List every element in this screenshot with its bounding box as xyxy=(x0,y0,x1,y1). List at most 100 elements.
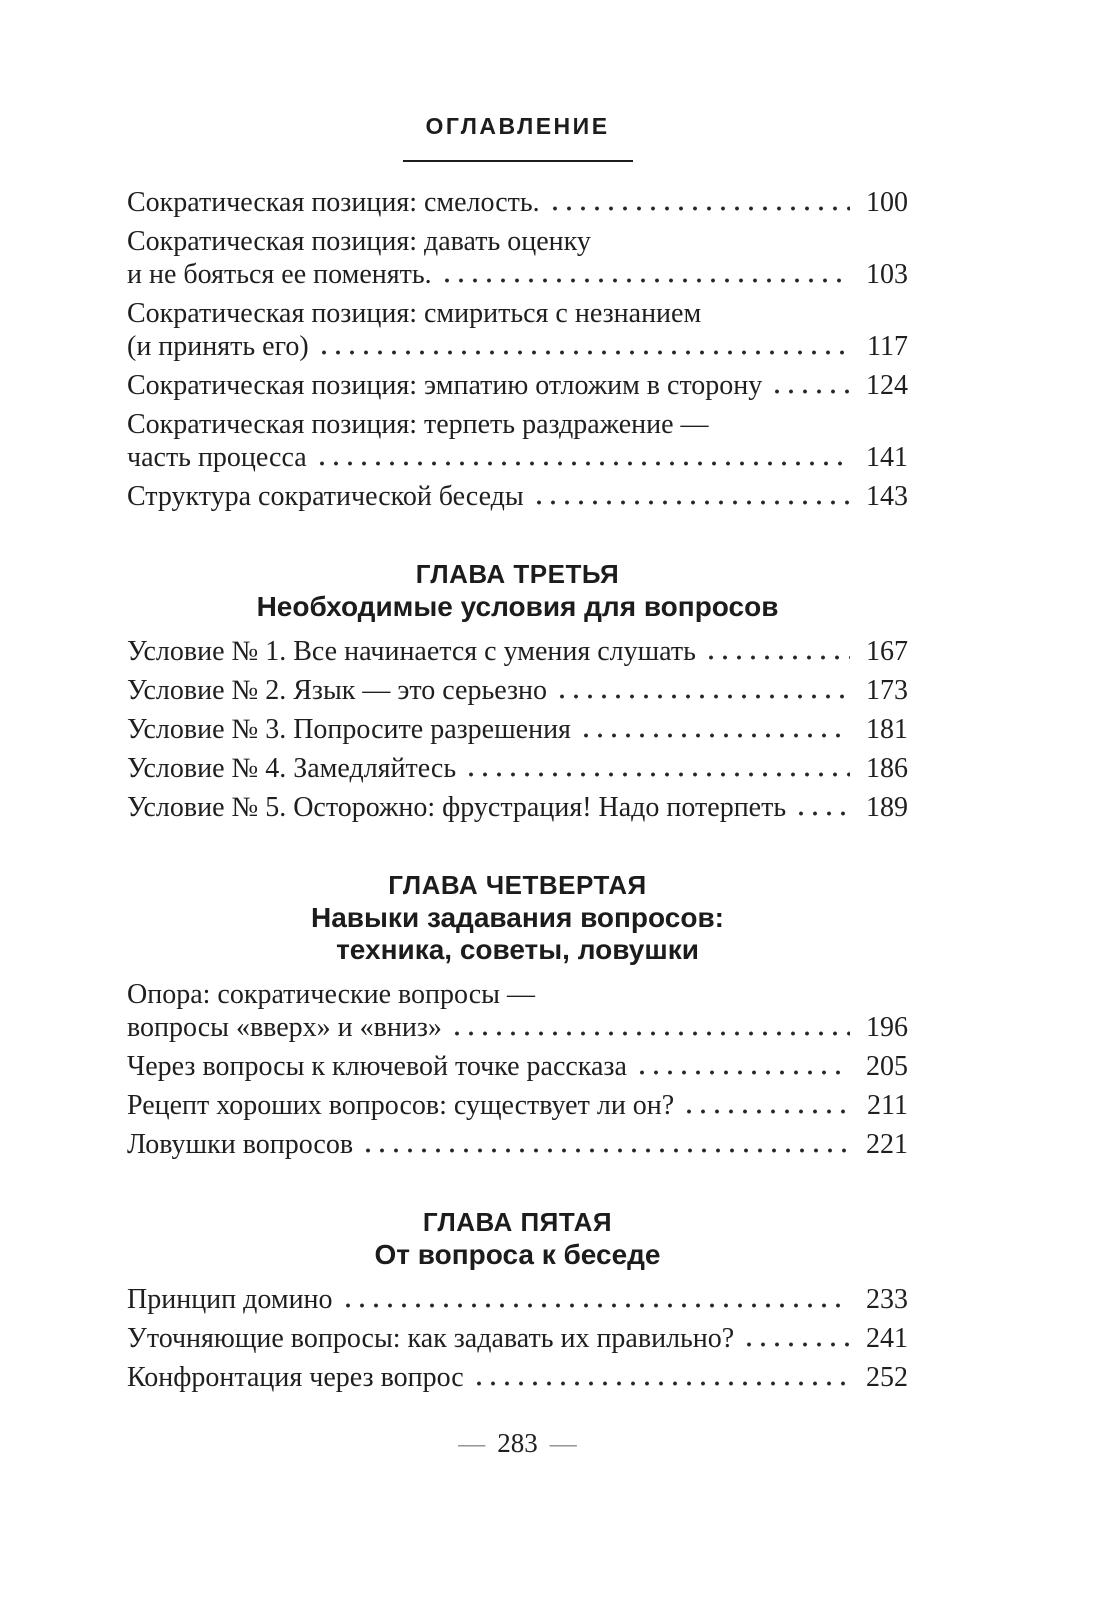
toc-entry-title: Сократическая позиция: смелость. xyxy=(127,187,540,218)
toc-entry-line: Рецепт хороших вопросов: существует ли о… xyxy=(127,1089,908,1122)
toc-group: ГЛАВА ПЯТАЯ От вопроса к беседе Принцип … xyxy=(127,1205,908,1394)
toc-entry: Сократическая позиция: эмпатию отложим в… xyxy=(127,369,908,402)
dot-leader xyxy=(439,278,850,283)
toc-entry-page: 233 xyxy=(866,1284,908,1315)
toc-entry-line: Условие № 1. Все начинается с умения слу… xyxy=(127,635,908,668)
page-title: ОГЛАВЛЕНИЕ xyxy=(425,113,610,139)
toc-entry-line: Уточняющие вопросы: как задавать их прав… xyxy=(127,1322,908,1355)
toc-entry-line: Сократическая позиция: смелость. 100 xyxy=(127,186,908,219)
toc-entry-page: 181 xyxy=(866,714,908,745)
page-content: ОГЛАВЛЕНИЕ Сократическая позиция: смелос… xyxy=(127,0,908,1459)
chapter-title: Необходимые условия для вопросов xyxy=(256,591,779,622)
chapter-heading: ГЛАВА ЧЕТВЕРТАЯ Навыки задавания вопросо… xyxy=(127,868,908,966)
dot-leader xyxy=(770,389,850,394)
toc-entry: Уточняющие вопросы: как задавать их прав… xyxy=(127,1322,908,1355)
toc-group: ГЛАВА ТРЕТЬЯ Необходимые условия для воп… xyxy=(127,557,908,824)
dot-leader xyxy=(314,461,850,466)
toc-entry-title: Рецепт хороших вопросов: существует ли о… xyxy=(127,1090,675,1121)
toc-entry-line: Сократическая позиция: смириться с незна… xyxy=(127,297,908,330)
folio-page-number: 283 xyxy=(497,1428,538,1458)
toc-entry-title: Конфронтация через вопрос xyxy=(127,1362,464,1393)
page-footer: — 283 — xyxy=(127,1428,908,1459)
toc-entry-page: 189 xyxy=(866,792,908,823)
toc-entry-page: 186 xyxy=(866,753,908,784)
toc-entry: Конфронтация через вопрос 252 xyxy=(127,1361,908,1394)
toc-entry: Условие № 5. Осторожно: фрустрация! Надо… xyxy=(127,791,908,824)
toc-list: Сократическая позиция: смелость. 100 Сок… xyxy=(127,186,908,1394)
toc-entry-line: (и принять его) 117 xyxy=(127,330,908,363)
toc-entry-title: Сократическая позиция: терпеть раздражен… xyxy=(127,409,709,440)
folio-dash-right: — xyxy=(549,1428,577,1458)
toc-entry-title: Сократическая позиция: эмпатию отложим в… xyxy=(127,370,763,401)
toc-entry-page: 103 xyxy=(866,259,908,290)
toc-entry-page: 124 xyxy=(866,370,908,401)
toc-entry-line: Условие № 5. Осторожно: фрустрация! Надо… xyxy=(127,791,908,824)
title-rule xyxy=(402,160,633,162)
toc-entry: Сократическая позиция: терпеть раздражен… xyxy=(127,408,908,474)
dot-leader xyxy=(340,1303,850,1308)
toc-entry: Рецепт хороших вопросов: существует ли о… xyxy=(127,1089,908,1122)
chapter-heading: ГЛАВА ТРЕТЬЯ Необходимые условия для воп… xyxy=(127,557,908,623)
toc-entry-page: 143 xyxy=(866,481,908,512)
toc-entry-title: и не бояться ее поменять. xyxy=(127,259,432,290)
chapter-title: От вопроса к беседе xyxy=(374,1239,661,1270)
toc-entry: Сократическая позиция: смириться с незна… xyxy=(127,297,908,363)
toc-entry-line: Структура сократической беседы 143 xyxy=(127,480,908,513)
toc-entry-line: Сократическая позиция: давать оценку xyxy=(127,225,908,258)
toc-entry-title: Условие № 4. Замедляйтесь xyxy=(127,753,457,784)
toc-entry-line: Условие № 3. Попросите разрешения 181 xyxy=(127,713,908,746)
toc-header: ОГЛАВЛЕНИЕ xyxy=(127,112,908,162)
toc-entry-title: часть процесса xyxy=(127,442,307,473)
dot-leader xyxy=(742,1342,850,1347)
toc-entry: Сократическая позиция: давать оценку и н… xyxy=(127,225,908,291)
toc-entry-title: вопросы «вверх» и «вниз» xyxy=(127,1012,442,1043)
toc-entry-title: (и принять его) xyxy=(127,331,309,362)
toc-entry-page: 141 xyxy=(866,442,908,473)
toc-entry-title: Сократическая позиция: давать оценку xyxy=(127,226,591,257)
toc-entry-title: Через вопросы к ключевой точке рассказа xyxy=(127,1051,627,1082)
toc-entry-title: Ловушки вопросов xyxy=(127,1129,354,1160)
dot-leader xyxy=(682,1109,850,1114)
dot-leader xyxy=(471,1381,850,1386)
toc-entry-line: часть процесса 141 xyxy=(127,441,908,474)
toc-entry: Условие № 2. Язык — это серьезно 173 xyxy=(127,674,908,707)
toc-entry-page: 205 xyxy=(866,1051,908,1082)
dot-leader xyxy=(449,1031,850,1036)
toc-entry-page: 167 xyxy=(866,636,908,667)
chapter-label: ГЛАВА ЧЕТВЕРТАЯ xyxy=(388,870,647,900)
toc-entry: Структура сократической беседы 143 xyxy=(127,480,908,513)
toc-entry-title: Условие № 1. Все начинается с умения слу… xyxy=(127,636,696,667)
toc-entry-line: вопросы «вверх» и «вниз» 196 xyxy=(127,1011,908,1044)
toc-entry-line: Через вопросы к ключевой точке рассказа … xyxy=(127,1050,908,1083)
toc-entry: Условие № 4. Замедляйтесь 186 xyxy=(127,752,908,785)
toc-entry-line: Сократическая позиция: терпеть раздражен… xyxy=(127,408,908,441)
dot-leader xyxy=(464,772,850,777)
toc-entry-title: Сократическая позиция: смириться с незна… xyxy=(127,298,702,329)
dot-leader xyxy=(361,1148,850,1153)
toc-entry-page: 117 xyxy=(867,331,908,362)
chapter-label: ГЛАВА ТРЕТЬЯ xyxy=(415,559,620,589)
toc-entry-line: Опора: сократические вопросы — xyxy=(127,978,908,1011)
toc-entry-page: 241 xyxy=(866,1323,908,1354)
dot-leader xyxy=(634,1070,850,1075)
toc-entry-title: Уточняющие вопросы: как задавать их прав… xyxy=(127,1323,735,1354)
toc-entry-page: 221 xyxy=(866,1129,908,1160)
dot-leader xyxy=(316,350,850,355)
chapter-title: Навыки задавания вопросов: xyxy=(311,902,724,933)
toc-entry-page: 252 xyxy=(866,1362,908,1393)
toc-entry-page: 100 xyxy=(866,187,908,218)
chapter-heading: ГЛАВА ПЯТАЯ От вопроса к беседе xyxy=(127,1205,908,1271)
dot-leader xyxy=(794,811,850,816)
toc-entry-line: Принцип домино 233 xyxy=(127,1283,908,1316)
toc-entry-line: и не бояться ее поменять. 103 xyxy=(127,258,908,291)
dot-leader xyxy=(547,206,850,211)
toc-entry-title: Опора: сократические вопросы — xyxy=(127,979,535,1010)
chapter-title: техника, советы, ловушки xyxy=(336,934,699,965)
toc-entry-line: Сократическая позиция: эмпатию отложим в… xyxy=(127,369,908,402)
dot-leader xyxy=(555,694,850,699)
toc-entry: Опора: сократические вопросы — вопросы «… xyxy=(127,978,908,1044)
toc-entry-line: Ловушки вопросов 221 xyxy=(127,1128,908,1161)
toc-entry: Ловушки вопросов 221 xyxy=(127,1128,908,1161)
toc-entry-page: 173 xyxy=(866,675,908,706)
